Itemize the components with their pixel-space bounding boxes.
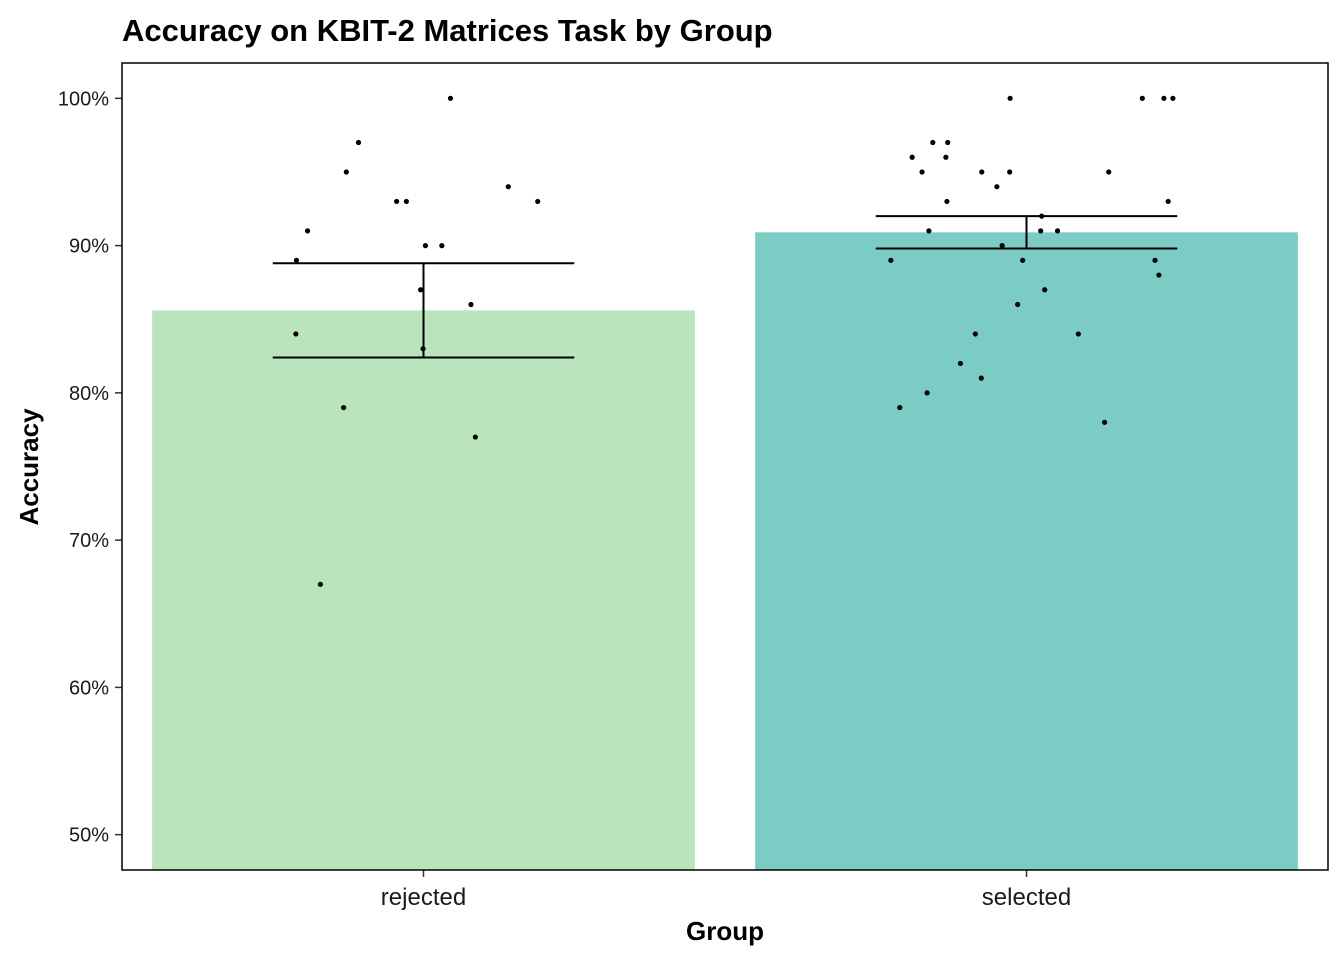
data-point-rejected <box>293 331 299 337</box>
y-tick-label: 80% <box>69 383 109 405</box>
data-point-selected <box>999 243 1005 249</box>
data-point-selected <box>1161 95 1167 101</box>
data-point-selected <box>888 257 894 263</box>
data-point-rejected <box>343 169 349 175</box>
chart-title: Accuracy on KBIT-2 Matrices Task by Grou… <box>122 13 773 48</box>
y-tick-label: 100% <box>58 88 109 110</box>
data-point-selected <box>979 169 985 175</box>
data-point-rejected <box>472 434 478 440</box>
data-point-rejected <box>394 198 400 205</box>
y-tick-label: 60% <box>69 677 109 699</box>
data-point-selected <box>930 139 936 146</box>
data-point-rejected <box>341 404 347 411</box>
data-point-rejected <box>505 184 511 190</box>
data-point-rejected <box>355 139 362 146</box>
data-point-selected <box>994 184 1000 190</box>
bar-selected <box>755 232 1298 871</box>
data-point-selected <box>1139 95 1145 101</box>
data-point-rejected <box>293 257 300 263</box>
y-tick-label: 50% <box>69 825 109 847</box>
x-axis-title: Group <box>686 916 764 946</box>
data-point-selected <box>1165 198 1171 205</box>
x-tick-label-rejected: rejected <box>381 884 466 911</box>
data-point-selected <box>972 331 978 337</box>
data-point-selected <box>1101 419 1108 425</box>
data-point-selected <box>1042 287 1048 293</box>
y-tick-label: 90% <box>69 236 109 258</box>
data-point-selected <box>1015 301 1021 308</box>
data-point-rejected <box>468 301 474 308</box>
data-point-rejected <box>403 198 409 205</box>
data-point-selected <box>1170 95 1176 101</box>
data-point-selected <box>957 360 964 367</box>
x-tick-label-selected: selected <box>982 884 1071 911</box>
y-tick-label: 70% <box>69 530 109 552</box>
data-point-rejected <box>317 581 323 587</box>
data-point-rejected <box>439 243 445 249</box>
data-point-selected <box>1007 169 1013 175</box>
data-point-selected <box>1106 169 1112 175</box>
plot-panel-border <box>121 62 1329 871</box>
data-point-rejected <box>418 287 424 293</box>
marks-layer: 50% 60% 70% 80% 90% 100% rejected selected <box>58 88 1298 911</box>
data-point-selected <box>1020 257 1026 263</box>
data-point-selected <box>897 404 903 411</box>
data-point-selected <box>1156 272 1162 278</box>
data-point-selected <box>978 375 984 381</box>
data-point-selected <box>1007 95 1013 101</box>
data-point-rejected <box>535 198 541 205</box>
data-point-selected <box>926 228 932 234</box>
data-point-selected <box>1054 228 1061 234</box>
data-point-selected <box>1152 257 1158 263</box>
data-point-selected <box>944 198 950 205</box>
data-point-selected <box>1038 228 1044 234</box>
data-point-selected <box>924 390 930 396</box>
data-point-selected <box>1075 331 1081 337</box>
data-point-rejected <box>447 95 454 101</box>
data-point-selected <box>943 154 949 160</box>
y-axis-title: Accuracy <box>14 408 44 526</box>
data-point-rejected <box>304 228 311 234</box>
data-point-rejected <box>422 243 429 249</box>
data-point-selected <box>919 169 925 175</box>
data-point-selected <box>945 139 951 146</box>
bar-rejected <box>152 310 695 870</box>
data-point-selected <box>909 154 915 160</box>
